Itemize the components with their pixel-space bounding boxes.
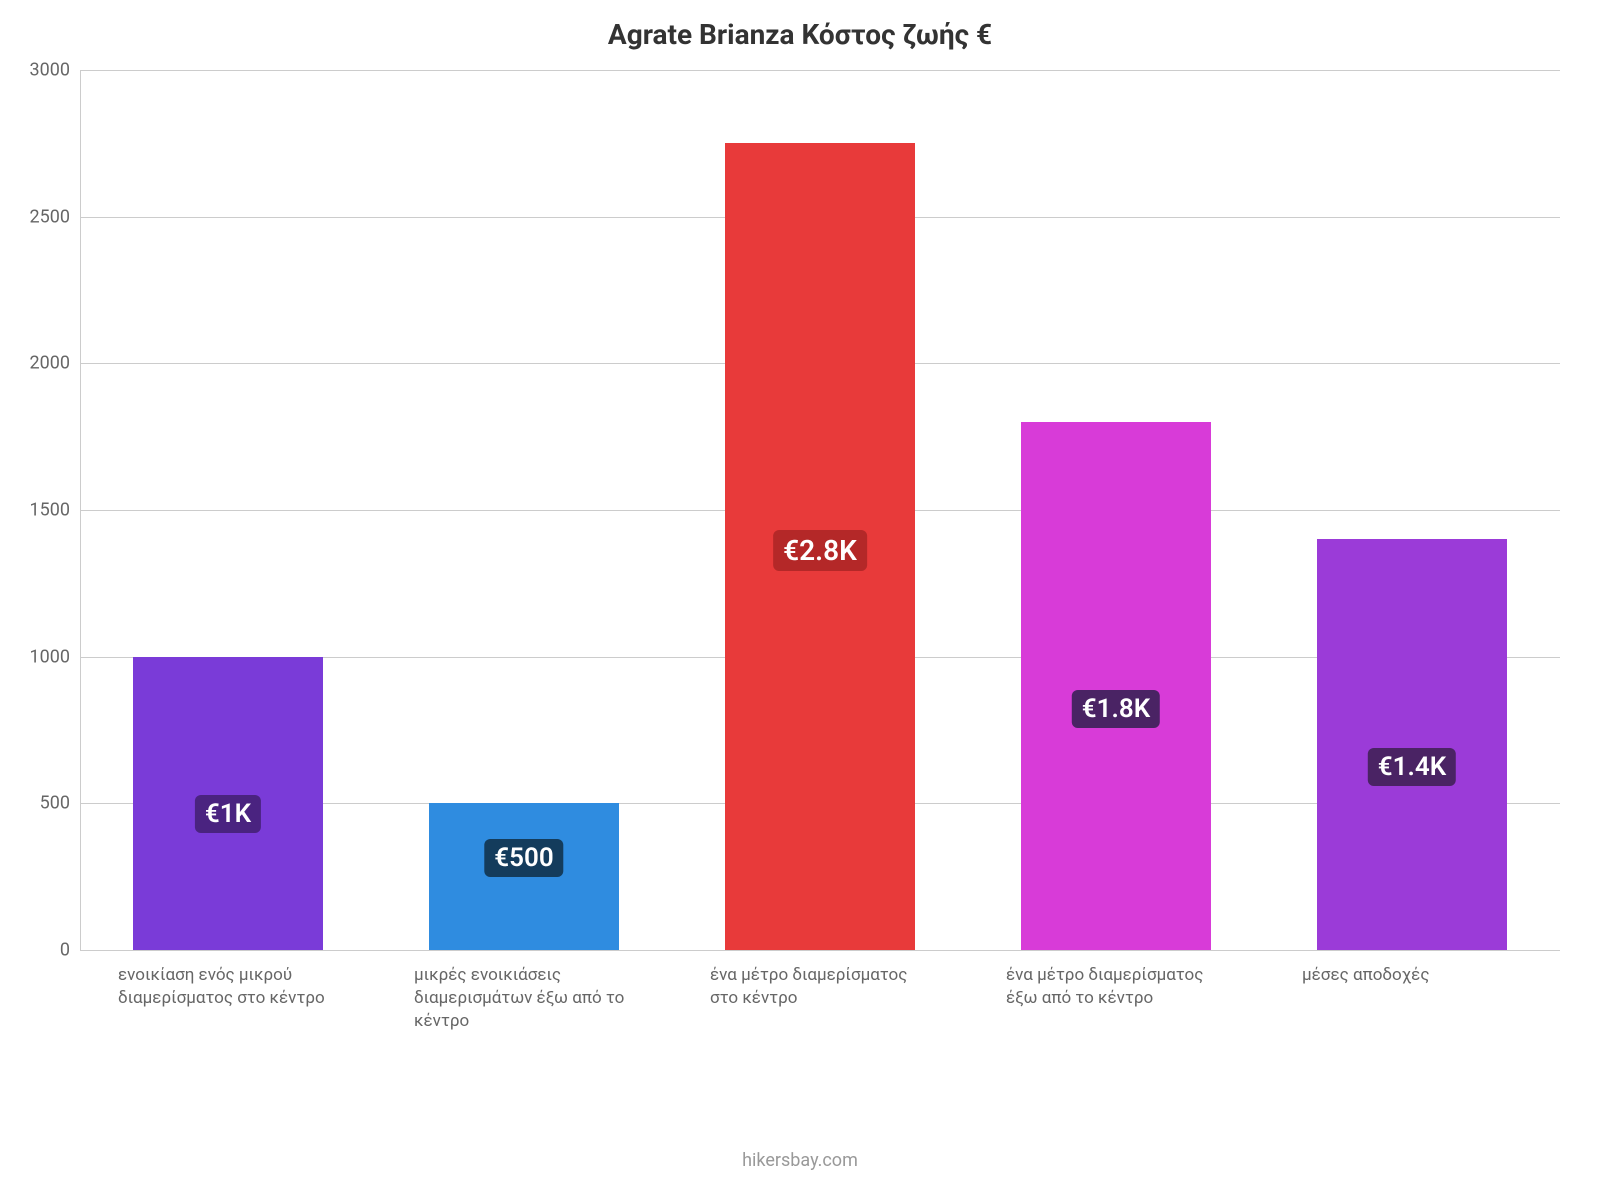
bar-value-badge: €1.4K bbox=[1368, 748, 1456, 786]
y-axis-label: 2500 bbox=[30, 206, 80, 227]
bar: €2.8K bbox=[725, 143, 914, 950]
chart-container: Agrate Brianza Κόστος ζωής € 05001000150… bbox=[0, 0, 1600, 1200]
bar: €1.8K bbox=[1021, 422, 1210, 950]
y-axis-label: 3000 bbox=[30, 60, 80, 81]
x-axis-label: ενοικίαση ενός μικρού διαμερίσματος στο … bbox=[118, 950, 338, 1010]
x-axis-label: μέσες αποδοχές bbox=[1302, 950, 1522, 987]
bar-value-badge: €1K bbox=[195, 795, 261, 833]
bar: €500 bbox=[429, 803, 618, 950]
bar: €1K bbox=[133, 657, 322, 950]
y-axis-label: 1000 bbox=[30, 646, 80, 667]
x-axis-label: ένα μέτρο διαμερίσματος έξω από το κέντρ… bbox=[1006, 950, 1226, 1010]
y-axis-label: 0 bbox=[60, 940, 80, 961]
bar-value-badge: €1.8K bbox=[1072, 690, 1160, 728]
gridline bbox=[80, 70, 1560, 71]
x-axis-label: ένα μέτρο διαμερίσματος στο κέντρο bbox=[710, 950, 930, 1010]
y-axis-label: 500 bbox=[40, 793, 80, 814]
chart-title: Agrate Brianza Κόστος ζωής € bbox=[0, 18, 1600, 51]
bar-value-badge: €2.8K bbox=[773, 530, 867, 571]
x-axis-label: μικρές ενοικιάσεις διαμερισμάτων έξω από… bbox=[414, 950, 634, 1033]
plot-area: 050010001500200025003000€1Kενοικίαση ενό… bbox=[80, 70, 1560, 950]
y-axis-label: 2000 bbox=[30, 353, 80, 374]
y-axis-label: 1500 bbox=[30, 500, 80, 521]
chart-footer: hikersbay.com bbox=[0, 1150, 1600, 1171]
y-axis bbox=[80, 70, 81, 950]
bar: €1.4K bbox=[1317, 539, 1506, 950]
bar-value-badge: €500 bbox=[484, 839, 563, 877]
